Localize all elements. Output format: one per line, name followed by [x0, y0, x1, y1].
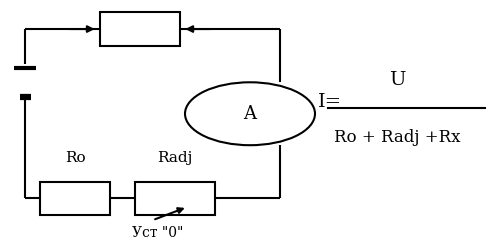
Text: A: A	[244, 105, 256, 123]
Text: Radj: Radj	[158, 151, 192, 165]
FancyBboxPatch shape	[40, 182, 110, 215]
Text: Ro + Radj +Rx: Ro + Radj +Rx	[334, 129, 461, 146]
FancyBboxPatch shape	[135, 182, 215, 215]
Text: Уст "0": Уст "0"	[132, 226, 183, 240]
Text: U: U	[390, 71, 406, 89]
Text: I=: I=	[318, 93, 342, 111]
Text: Ro: Ro	[64, 151, 86, 165]
FancyBboxPatch shape	[100, 12, 180, 46]
